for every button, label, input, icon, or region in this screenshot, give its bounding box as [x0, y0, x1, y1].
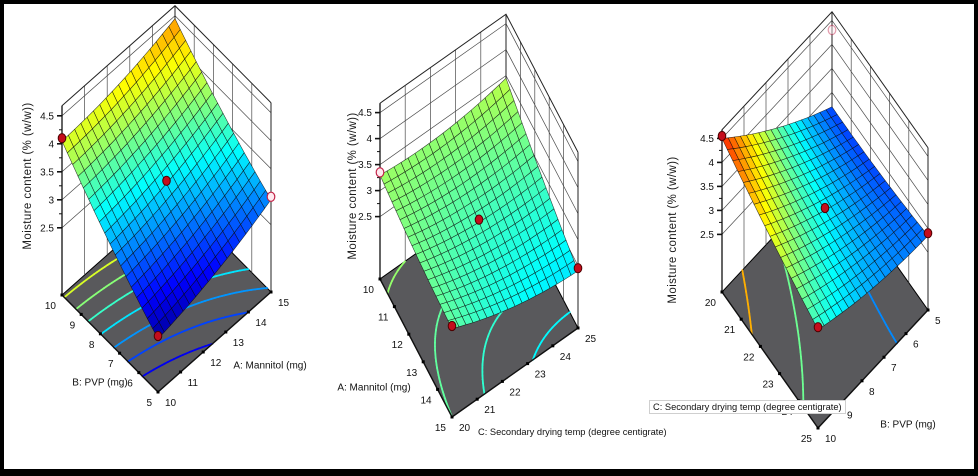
design-point [57, 133, 67, 144]
right-axis-tick-label: 11 [188, 378, 199, 389]
design-points [717, 24, 933, 333]
z-tick-label: 4 [366, 134, 372, 145]
left-axis-tick-label: 25 [801, 434, 813, 445]
design-point [813, 322, 823, 333]
response-surface-mesh [61, 18, 272, 340]
left-axis-tick-label: 15 [435, 423, 447, 434]
left-axis-title-plot3: C: Secondary drying temp (degree centigr… [649, 400, 846, 414]
surface-plot-panel-1: 2.5 3 3.5 4 4.5 10 9 8 7 6 5 10 11 12 13 14 15 [40, 5, 290, 409]
z-tick-label: 3 [366, 186, 372, 197]
right-axis-tick-label: 25 [585, 334, 597, 345]
right-axis-tick-label: 7 [891, 363, 897, 374]
surface-plot-panel-3: 2.533.544.52021222324251098765 [700, 10, 941, 445]
right-axis-tick-label: 13 [233, 338, 245, 349]
z-tick-label: 2.5 [40, 223, 54, 234]
z-tick-label: 4 [48, 139, 54, 150]
left-axis-tick-label: 10 [363, 285, 375, 296]
z-tick-label: 3 [48, 195, 54, 206]
right-axis-tick-label: 5 [935, 316, 941, 327]
right-axis-tick-label: 15 [278, 298, 290, 309]
z-axis: 2.5 3 3.5 4 4.5 [358, 103, 381, 279]
right-axis-title-plot2: C: Secondary drying temp (degree centigr… [478, 427, 667, 437]
design-point-open [827, 24, 837, 36]
left-axis-tick-label: 23 [762, 380, 774, 391]
z-tick-label: 2.5 [358, 212, 372, 223]
surface-plot-panel-2: 2.5 3 3.5 4 4.5 10 11 12 13 14 15 20 21 22 23 24 25 [358, 13, 597, 434]
right-axis-tick-label: 9 [847, 410, 853, 421]
left-axis-title-plot1: B: PVP (mg) [72, 377, 128, 389]
left-axis-tick-label: 11 [378, 313, 389, 324]
right-axis-title-plot3: B: PVP (mg) [880, 419, 936, 431]
response-surface-mesh [379, 77, 579, 329]
left-axis-tick-label: 14 [420, 395, 432, 406]
left-axis-title-plot2: A: Mannitol (mg) [337, 382, 411, 394]
right-axis-tick-label: 22 [509, 387, 521, 398]
left-axis-tick-label: 6 [127, 379, 133, 390]
right-axis-tick-label: 21 [484, 405, 496, 416]
left-axis-tick-label: 21 [724, 325, 736, 336]
left-axis-tick-label: 10 [45, 301, 57, 312]
right-axis-tick-label: 12 [210, 358, 222, 369]
design-point-open [375, 167, 385, 178]
design-point [717, 130, 727, 142]
z-tick-label: 4 [708, 158, 714, 169]
design-point [573, 263, 583, 274]
z-tick-label: 2.5 [700, 230, 714, 241]
z-tick-label: 4.5 [40, 111, 54, 122]
right-axis-title-plot1: A: Mannitol (mg) [233, 360, 307, 372]
z-tick-label: 4.5 [700, 134, 714, 145]
design-point [474, 214, 484, 225]
left-axis-tick-label: 13 [406, 368, 418, 379]
design-point-open [266, 191, 276, 202]
z-tick-label: 3.5 [358, 160, 372, 171]
design-point [923, 228, 933, 239]
left-axis-tick-label: 22 [743, 352, 755, 363]
right-axis-tick-label: 24 [560, 352, 572, 363]
z-tick-label: 3.5 [700, 182, 714, 193]
floor-axes: 10 11 12 13 14 15 20 21 22 23 24 25 [363, 277, 597, 434]
floor-axes: 10 9 8 7 6 5 10 11 12 13 14 15 [45, 290, 290, 409]
design-points [57, 133, 276, 342]
left-axis-tick-label: 8 [89, 340, 95, 351]
design-point [153, 330, 163, 342]
left-axis-tick-label: 20 [705, 298, 717, 309]
design-point [162, 175, 171, 186]
left-axis-tick-label: 12 [392, 340, 404, 351]
z-tick-label: 3 [708, 206, 714, 217]
design-point [447, 320, 457, 332]
left-axis-tick-label: 7 [108, 359, 114, 370]
right-axis-tick-label: 14 [255, 318, 267, 329]
z-axis: 2.5 3 3.5 4 4.5 [700, 129, 723, 292]
right-axis-tick-label: 6 [913, 340, 919, 351]
right-axis-tick-label: 23 [535, 370, 547, 381]
right-axis-tick-label: 10 [165, 398, 177, 409]
right-axis-tick-label: 20 [459, 423, 471, 434]
left-axis-tick-label: 5 [146, 398, 152, 409]
design-point [820, 202, 830, 214]
response-surface-mesh [721, 106, 929, 330]
design-points [375, 167, 583, 332]
z-axis-title-plot3: Moisture content (% (w/w)) [667, 156, 679, 304]
z-axis-title-plot1: Moisture content (% (w/w)) [22, 102, 34, 250]
z-tick-label: 3.5 [40, 167, 54, 178]
right-axis-tick-label: 8 [869, 387, 875, 398]
z-tick-label: 4.5 [358, 108, 372, 119]
right-axis-tick-label: 10 [825, 434, 837, 445]
left-axis-tick-label: 9 [70, 320, 76, 331]
z-axis-title-plot2: Moisture content (% (w/w)) [347, 112, 359, 260]
z-axis: 2.5 3 3.5 4 4.5 [40, 105, 63, 295]
